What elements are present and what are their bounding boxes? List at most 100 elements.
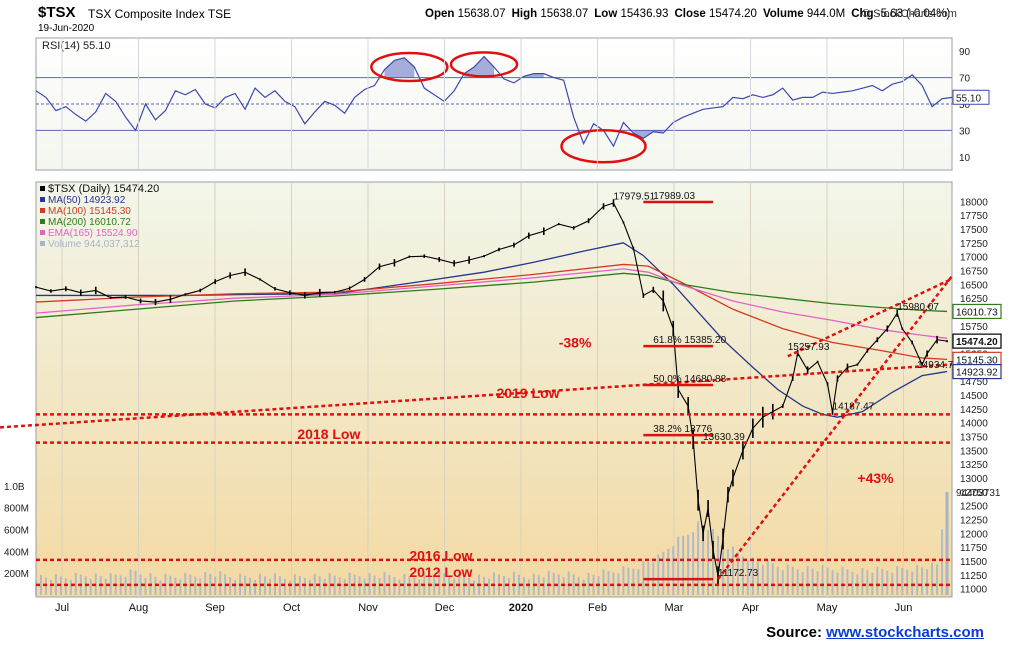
legend-swatch bbox=[40, 241, 45, 246]
volume-bar bbox=[488, 578, 491, 595]
volume-bar bbox=[781, 570, 784, 595]
volume-bar bbox=[537, 575, 540, 595]
volume-bar bbox=[234, 580, 237, 595]
price-tick-label: 17750 bbox=[960, 211, 988, 222]
chart-annotation: +43% bbox=[857, 470, 894, 486]
volume-bar bbox=[736, 552, 739, 595]
chart-annotation: 14934.71 bbox=[917, 360, 959, 371]
x-tick-label: Jul bbox=[55, 602, 69, 614]
quote-value-low: 15436.93 bbox=[620, 8, 669, 20]
volume-bar bbox=[632, 568, 635, 595]
x-tick-label: 2020 bbox=[509, 602, 533, 614]
source-link[interactable]: www.stockcharts.com bbox=[826, 624, 984, 641]
volume-bar bbox=[249, 577, 252, 595]
quote-label-close: Close bbox=[674, 8, 709, 20]
volume-bar bbox=[816, 571, 819, 595]
legend-swatch bbox=[40, 230, 45, 235]
volume-bar bbox=[831, 570, 834, 595]
volume-bar bbox=[926, 569, 929, 595]
volume-bar bbox=[174, 577, 177, 595]
price-value-label: 14923.92 bbox=[956, 368, 998, 379]
volume-bar bbox=[866, 570, 869, 595]
chart-annotation: 11172.73 bbox=[718, 568, 759, 579]
volume-bar bbox=[562, 577, 565, 595]
volume-bar bbox=[707, 530, 710, 595]
x-tick-label: Oct bbox=[283, 602, 300, 614]
volume-bar bbox=[801, 571, 804, 595]
volume-bar bbox=[627, 567, 630, 595]
volume-value-label: 94403731 bbox=[956, 488, 1001, 499]
volume-bar bbox=[244, 575, 247, 595]
series-ma100 bbox=[35, 263, 948, 360]
price-tick-label: 14500 bbox=[960, 391, 988, 402]
volume-bar bbox=[283, 578, 286, 595]
rsi-oversold-fill bbox=[633, 130, 664, 139]
volume-tick-label: 400M bbox=[4, 547, 29, 558]
chart-annotation: 2012 Low bbox=[409, 564, 472, 580]
rsi-overbought-fill bbox=[464, 56, 494, 78]
price-tick-label: 12750 bbox=[960, 488, 988, 499]
volume-bar bbox=[672, 546, 675, 595]
volume-bar bbox=[288, 580, 291, 595]
volume-bar bbox=[746, 561, 749, 595]
volume-bar bbox=[587, 572, 590, 595]
rsi-legend: RSI(14) 55.10 bbox=[42, 40, 110, 52]
chart-annotation: 50.0% 14680.88 bbox=[653, 374, 726, 385]
volume-bar bbox=[214, 576, 217, 595]
trendline-rally bbox=[717, 275, 953, 580]
quote-label-low: Low bbox=[594, 8, 621, 20]
chart-annotation: 17989.03 bbox=[653, 191, 695, 202]
volume-bar bbox=[35, 580, 37, 595]
source-credit: Source: www.stockcharts.com bbox=[766, 624, 984, 641]
quote-label-volume: Volume bbox=[762, 8, 807, 20]
volume-bar bbox=[542, 577, 545, 595]
volume-tick-label: 800M bbox=[4, 504, 29, 515]
price-value-label: 15474.20 bbox=[956, 337, 998, 348]
price-tick-label: 11250 bbox=[960, 571, 988, 582]
quote-label-chg: Chg bbox=[851, 8, 877, 20]
volume-bar bbox=[697, 521, 700, 595]
volume-bar bbox=[886, 570, 889, 595]
volume-bar bbox=[69, 579, 72, 595]
volume-bar bbox=[89, 579, 92, 595]
volume-bar bbox=[547, 570, 550, 595]
volume-tick-label: 200M bbox=[4, 569, 29, 580]
chart-annotation: 15980.07 bbox=[897, 302, 939, 313]
volume-bar bbox=[134, 570, 137, 595]
volume-bar bbox=[796, 569, 799, 595]
volume-bar bbox=[49, 579, 52, 595]
volume-bar bbox=[328, 572, 331, 595]
price-tick-label: 12250 bbox=[960, 516, 988, 527]
price-tick-label: 16750 bbox=[960, 267, 988, 278]
volume-bar bbox=[204, 571, 207, 595]
price-tick-label: 15750 bbox=[960, 322, 988, 333]
volume-bar bbox=[383, 572, 386, 595]
volume-bar bbox=[104, 578, 107, 595]
quote-label-high: High bbox=[511, 8, 541, 20]
price-tick-label: 13000 bbox=[960, 474, 988, 485]
volume-bar bbox=[438, 570, 441, 595]
volume-tick-label: 1.0B bbox=[4, 482, 25, 493]
volume-bar bbox=[931, 562, 934, 595]
volume-bar bbox=[338, 577, 341, 595]
chart-annotation: 13630.39 bbox=[703, 432, 745, 443]
chart-annotation: 14187.47 bbox=[833, 401, 875, 412]
x-tick-label: Nov bbox=[358, 602, 378, 614]
x-tick-label: Feb bbox=[588, 602, 607, 614]
volume-bar bbox=[941, 529, 944, 595]
volume-bar bbox=[667, 549, 670, 595]
volume-bar bbox=[418, 579, 421, 595]
chart-annotation: 15257.93 bbox=[788, 342, 830, 353]
price-legend-entry: MA(200) 16010.72 bbox=[48, 217, 131, 228]
volume-bar bbox=[657, 554, 660, 595]
price-value-label: 15145.30 bbox=[956, 355, 998, 366]
price-legend-entry: MA(100) 15145.30 bbox=[48, 206, 131, 217]
volume-bar bbox=[766, 560, 769, 595]
rsi-tick-label: 50 bbox=[959, 100, 971, 111]
volume-bar bbox=[219, 571, 222, 595]
price-tick-label: 14250 bbox=[960, 405, 988, 416]
volume-bar bbox=[507, 577, 510, 595]
rsi-line bbox=[35, 55, 953, 148]
price-tick-label: 17500 bbox=[960, 225, 988, 236]
